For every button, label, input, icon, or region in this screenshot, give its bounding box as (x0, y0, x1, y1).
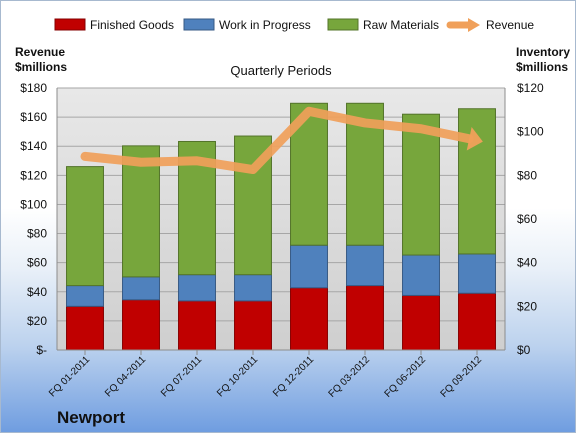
legend-label: Work in Progress (219, 18, 311, 32)
bar-finished-goods (402, 294, 440, 351)
legend-label: Finished Goods (90, 18, 174, 32)
right-tick-label: $100 (517, 125, 544, 139)
bar-finished-goods (122, 299, 160, 351)
left-tick-label: $40 (27, 285, 47, 299)
x-tick-label: FQ 12-2011 (271, 354, 316, 399)
revenue-point (364, 122, 366, 124)
bar-layer (66, 102, 496, 351)
left-axis: $- $20 $40 $60 $80 $100 $120 $140 $160 $180 (20, 81, 58, 357)
legend-swatch (54, 18, 86, 31)
bar-work-in-progress (346, 244, 384, 287)
legend-swatch (183, 18, 215, 31)
x-tick-label: FQ 07-2011 (159, 354, 204, 399)
right-axis: $0 $20 $40 $60 $80 $100 $120 (504, 81, 544, 357)
x-tick-label: FQ 06-2012 (383, 354, 429, 400)
bar-raw-materials (458, 108, 496, 255)
bar-raw-materials (402, 113, 440, 256)
bar-raw-materials (66, 166, 104, 287)
right-tick-label: $0 (517, 343, 531, 357)
left-tick-label: $160 (20, 110, 47, 124)
bar-work-in-progress (66, 285, 104, 307)
revenue-point (140, 161, 142, 163)
x-tick-label: FQ 03-2012 (327, 354, 373, 400)
right-axis-title-line2: $millions (516, 60, 568, 74)
company-name: Newport (57, 408, 125, 427)
left-axis-title-line1: Revenue (15, 45, 65, 59)
left-tick-label: $- (36, 343, 47, 357)
revenue-point (196, 160, 198, 162)
x-axis: FQ 01-2011 FQ 04-2011 FQ 07-2011 FQ 10-2011… (47, 349, 505, 400)
legend-label: Revenue (486, 18, 534, 32)
revenue-line (80, 106, 474, 175)
legend-label: Raw Materials (363, 18, 439, 32)
left-tick-label: $140 (20, 139, 47, 153)
revenue-point (84, 155, 86, 157)
revenue-arrowhead (466, 127, 483, 151)
bar-finished-goods (458, 292, 496, 351)
bar-finished-goods (234, 300, 272, 351)
left-tick-label: $180 (20, 81, 47, 95)
right-tick-label: $20 (517, 299, 537, 313)
bar-raw-materials (122, 145, 160, 278)
x-tick-label: FQ 10-2011 (215, 354, 260, 399)
left-tick-label: $80 (27, 227, 47, 241)
revenue-line-layer (80, 106, 483, 175)
bar-work-in-progress (458, 253, 496, 294)
legend-arrow (468, 18, 480, 32)
x-tick-label: FQ 04-2011 (103, 354, 148, 399)
revenue-point (308, 110, 310, 112)
right-tick-label: $40 (517, 256, 537, 270)
left-tick-label: $20 (27, 314, 47, 328)
right-tick-label: $60 (517, 212, 537, 226)
legend-swatch (327, 18, 359, 31)
right-tick-label: $80 (517, 168, 537, 182)
bar-finished-goods (178, 300, 216, 351)
bar-work-in-progress (234, 274, 272, 302)
bar-finished-goods (346, 285, 384, 351)
bar-work-in-progress (290, 244, 328, 289)
bar-finished-goods (290, 287, 328, 351)
revenue-point (420, 128, 422, 130)
left-tick-label: $120 (20, 168, 47, 182)
bar-work-in-progress (178, 274, 216, 302)
chart-subtitle: Quarterly Periods (230, 63, 332, 78)
left-axis-title-line2: $millions (15, 60, 67, 74)
x-tick-label: FQ 09-2012 (439, 354, 485, 400)
bar-work-in-progress (122, 276, 160, 301)
right-tick-label: $120 (517, 81, 544, 95)
revenue-point (476, 139, 478, 141)
x-tick-label: FQ 01-2011 (47, 354, 92, 399)
left-tick-label: $100 (20, 197, 47, 211)
bar-work-in-progress (402, 254, 440, 296)
legend: Finished Goods Work in Progress Raw Materi… (54, 18, 534, 32)
revenue-point (252, 169, 254, 171)
left-tick-label: $60 (27, 256, 47, 270)
right-axis-title-line1: Inventory (516, 45, 570, 59)
bar-finished-goods (66, 305, 104, 351)
